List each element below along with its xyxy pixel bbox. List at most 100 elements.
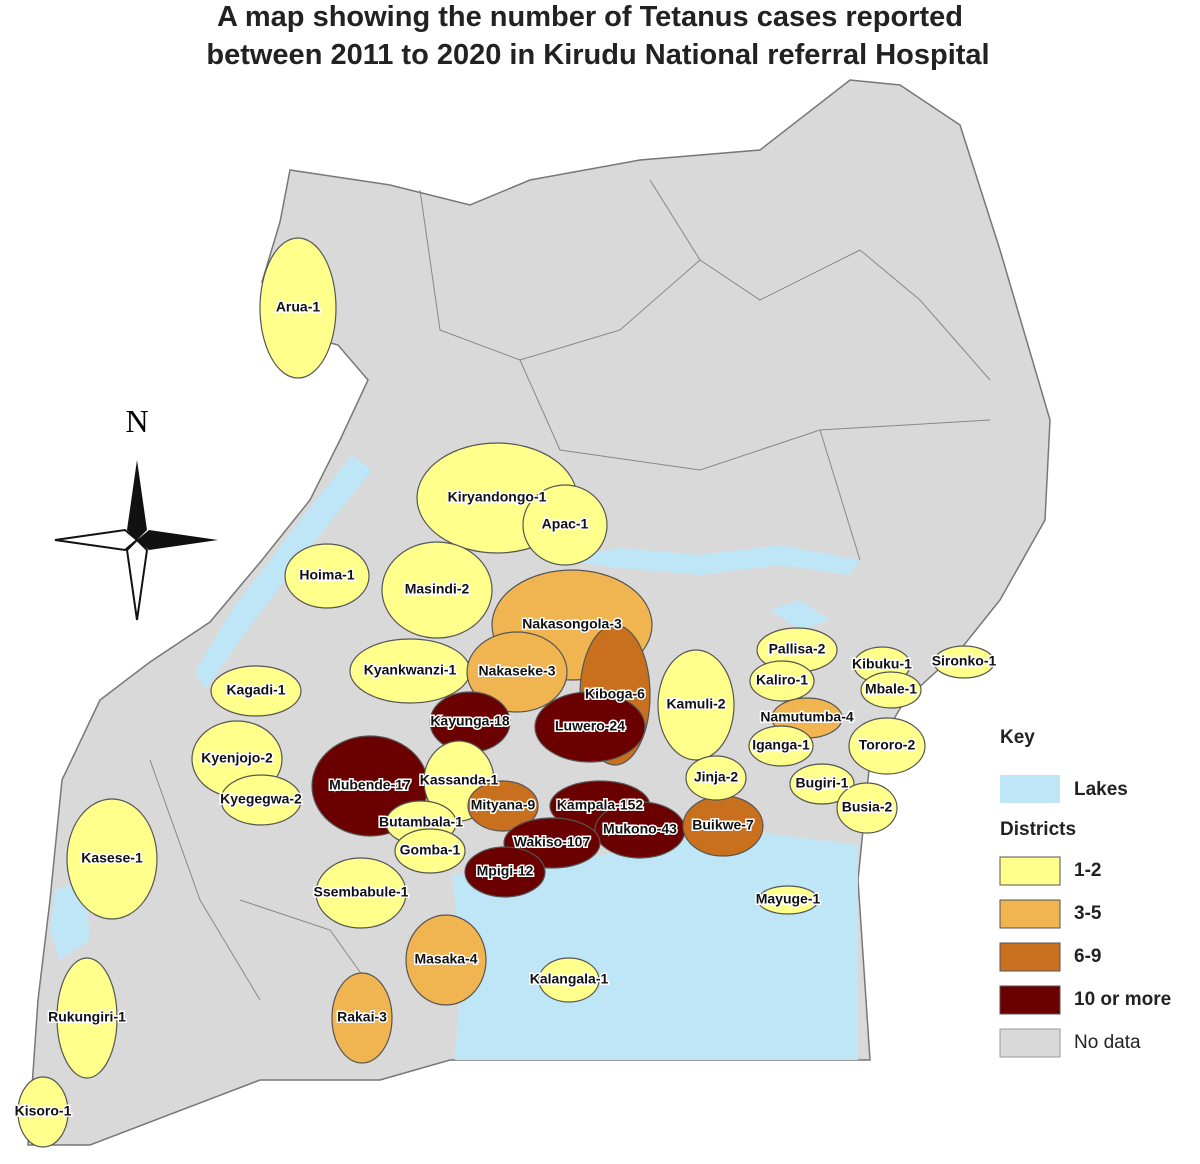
district-label: Kagadi-1: [226, 682, 285, 698]
legend-heading: Districts: [1000, 819, 1076, 840]
district-area: [789, 763, 855, 805]
district-label: Arua-1: [276, 299, 321, 315]
compass-arm: [127, 460, 147, 540]
title-line: between 2011 to 2020 in Kirudu National …: [206, 39, 989, 71]
district-label: Rukungiri-1: [48, 1009, 126, 1025]
district-area: [394, 828, 466, 874]
district-area: [749, 660, 815, 702]
district-area: [405, 914, 487, 1006]
district-label: Masaka-4: [414, 951, 477, 967]
district-label: Kalangala-1: [530, 971, 609, 987]
district-label: Nakaseke-3: [478, 663, 555, 679]
district-area: [757, 885, 819, 915]
district-label: Mukono-43: [603, 821, 677, 837]
district-label: Kiboga-6: [585, 686, 645, 702]
compass: N: [54, 403, 218, 621]
boundary: [649, 179, 701, 261]
district-area: [466, 631, 568, 713]
district-label: Kasese-1: [81, 850, 143, 866]
legend-swatch: [999, 899, 1061, 929]
district-label: Busia-2: [842, 799, 893, 815]
title-line: A map showing the number of Tetanus case…: [217, 1, 963, 33]
legend-label: 6-9: [1074, 946, 1101, 967]
boundary: [149, 759, 261, 1001]
lakes: [50, 455, 860, 1060]
district-area: [657, 649, 735, 761]
district-area: [933, 645, 995, 679]
district-label: Kampala-152: [557, 797, 644, 813]
district-label: Buikwe-7: [692, 817, 754, 833]
legend-label: Lakes: [1074, 779, 1128, 800]
district-label: Kibuku-1: [852, 656, 912, 672]
boundary: [619, 249, 861, 331]
districts: Arua-1 Kiryandongo-1 Apac-1 Hoima-1 Masindi-…: [13, 237, 998, 1148]
boundary: [419, 189, 621, 361]
district-area: [522, 484, 608, 566]
district-area: [315, 857, 407, 929]
district-label: Sironko-1: [932, 653, 997, 669]
district-label: Kiryandongo-1: [448, 489, 547, 505]
legend-swatch: [999, 942, 1061, 972]
district-label: Mbale-1: [865, 681, 917, 697]
district-area: [836, 782, 898, 834]
district-label: Hoima-1: [299, 567, 354, 583]
compass-arm: [54, 528, 139, 552]
legend: Key Lakes Districts 1-2 3-5 6-9 10 or more No d…: [999, 727, 1171, 1058]
district-label: Wakiso-107: [514, 834, 591, 850]
district-label: Butambala-1: [379, 814, 463, 830]
district-label: Kamuli-2: [666, 696, 725, 712]
district-area: [381, 541, 493, 639]
district-label: Kisoro-1: [15, 1103, 72, 1119]
district-label: Apac-1: [542, 516, 589, 532]
district-label: Kaliro-1: [756, 672, 808, 688]
lake: [560, 545, 860, 575]
legend-swatch: [999, 1028, 1061, 1058]
district-area: [284, 543, 370, 609]
lake: [195, 455, 372, 690]
legend-label: 1-2: [1074, 860, 1101, 881]
district-area: [685, 755, 747, 801]
district-area: [56, 957, 118, 1079]
district-label: Pallisa-2: [769, 641, 826, 657]
legend-title: Key: [1000, 727, 1035, 748]
legend-swatch: [999, 856, 1061, 886]
district-area: [210, 665, 302, 717]
district-label: Mayuge-1: [756, 891, 821, 907]
district-label: Kyegegwa-2: [220, 791, 302, 807]
legend-label: No data: [1074, 1032, 1141, 1053]
district-label: Iganga-1: [752, 737, 810, 753]
district-area: [331, 972, 393, 1064]
district-area: [538, 957, 600, 1003]
legend-swatch: [999, 985, 1061, 1015]
lake: [770, 600, 830, 630]
district-area: [259, 237, 337, 379]
compass-north: N: [125, 403, 148, 439]
district-label: Gomba-1: [400, 842, 461, 858]
district-label: Mpigi-12: [477, 863, 534, 879]
district-area: [748, 725, 814, 767]
district-label: Masindi-2: [405, 581, 470, 597]
legend-label: 3-5: [1074, 903, 1102, 924]
legend-swatch: [1000, 775, 1060, 803]
legend-label: 10 or more: [1074, 989, 1171, 1010]
compass-arm: [125, 538, 149, 621]
district-area: [467, 780, 539, 832]
boundary: [519, 359, 991, 471]
district-area: [860, 671, 922, 709]
district-area: [534, 691, 646, 763]
district-label: Jinja-2: [694, 769, 739, 785]
district-label: Kayunga-18: [430, 713, 510, 729]
district-label: Namutumba-4: [760, 709, 854, 725]
compass-arm: [137, 530, 218, 550]
district-label: Tororo-2: [859, 737, 916, 753]
district-label: Mubende-17: [329, 777, 411, 793]
district-area: [17, 1076, 69, 1148]
district-area: [220, 774, 302, 826]
district-label: Kyenjojo-2: [201, 750, 273, 766]
boundary: [859, 249, 991, 381]
district-label: Bugiri-1: [796, 775, 849, 791]
district-label: Mityana-9: [471, 797, 536, 813]
district-label: Rakai-3: [337, 1009, 387, 1025]
district-label: Luwero-24: [555, 718, 625, 734]
